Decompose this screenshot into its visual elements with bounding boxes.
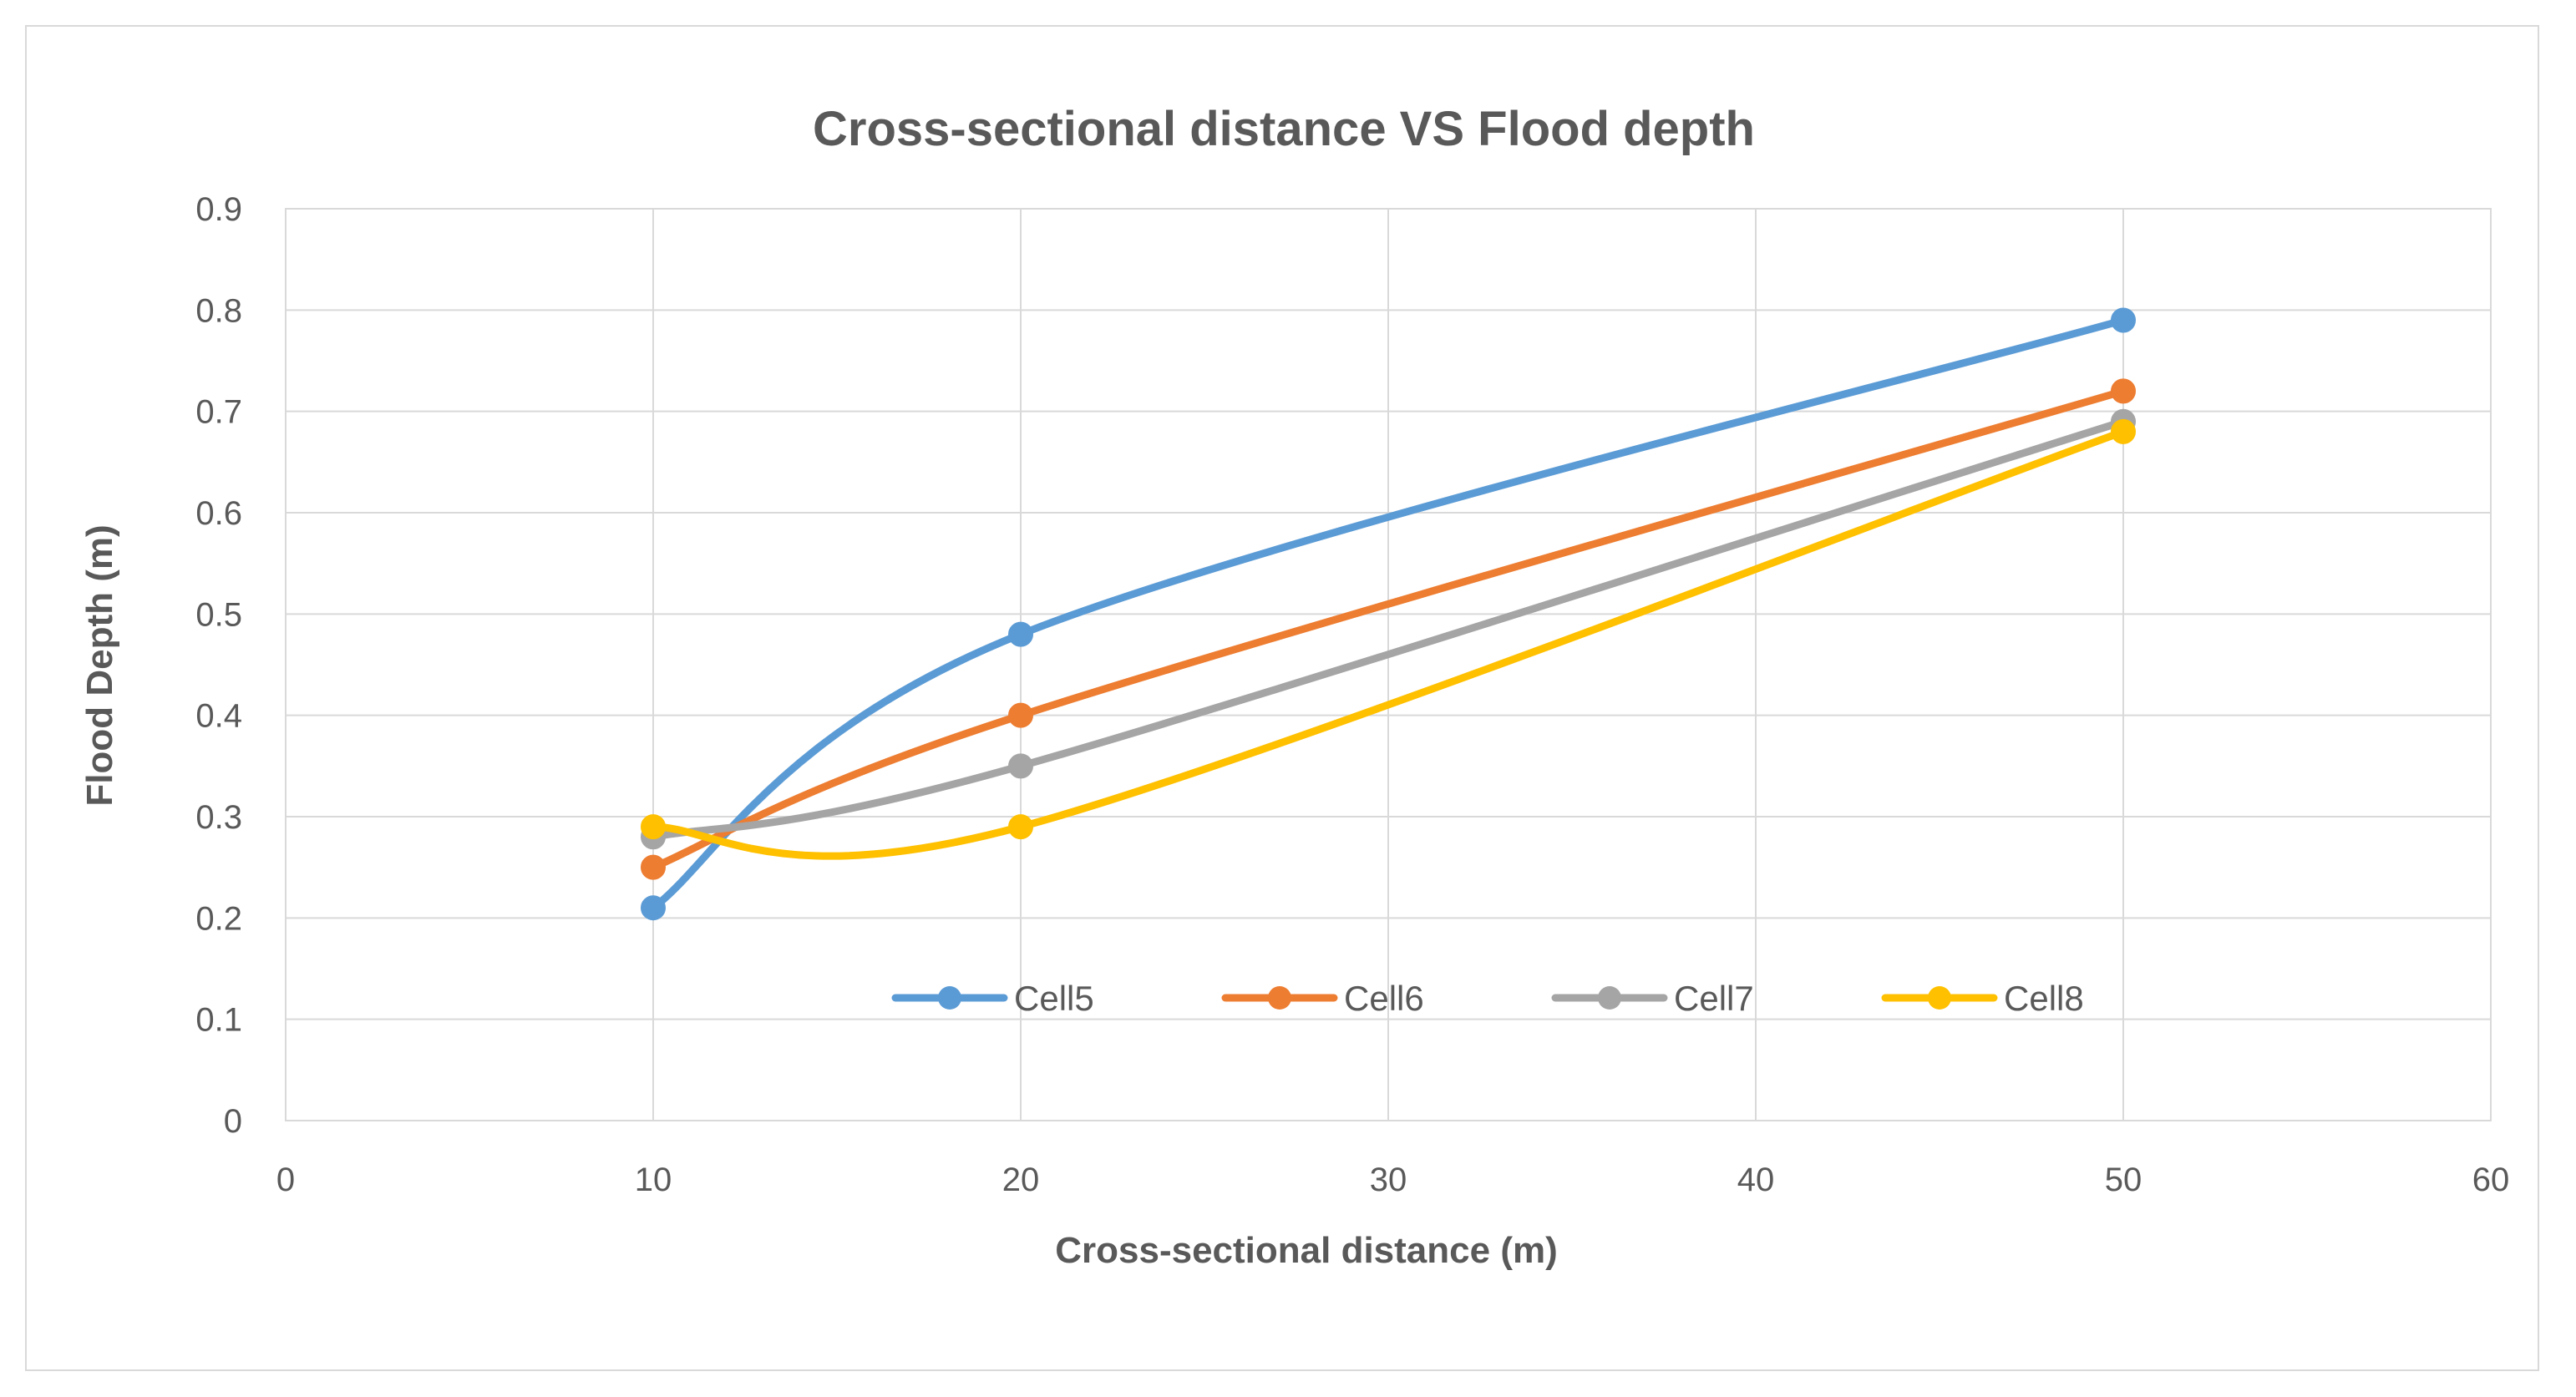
data-point-cell5: [641, 895, 666, 921]
axis-layer: 0 0.1 0.2 0.3 0.4 0.5 0.6 0.7 0.8 0.9 0 10 20 30 40 50 6…: [195, 191, 2509, 1198]
x-tick-label: 60: [2472, 1162, 2510, 1198]
series-line-cell5: [649, 316, 2127, 912]
data-point-cell5: [2111, 307, 2136, 333]
x-tick-label: 40: [1737, 1162, 1775, 1198]
legend-swatch-marker: [938, 986, 961, 1010]
legend-item-cell7: Cell7: [1551, 979, 1754, 1018]
legend-item-cell5: Cell5: [891, 979, 1094, 1018]
legend-item-cell6: Cell6: [1221, 979, 1424, 1018]
legend-swatch-marker: [1928, 986, 1951, 1010]
y-axis-title: Flood Depth (m): [79, 524, 120, 806]
chart-title: Cross-sectional distance VS Flood depth: [813, 102, 1755, 156]
legend-swatch-marker: [1598, 986, 1621, 1010]
x-tick-label: 50: [2105, 1162, 2142, 1198]
x-tick-label: 20: [1002, 1162, 1040, 1198]
chart-svg: Cross-sectional distance VS Flood depth …: [79, 102, 2509, 1271]
data-point-cell6: [2111, 378, 2136, 404]
legend-label: Cell7: [1674, 979, 1754, 1018]
series-line-cell8: [649, 428, 2127, 860]
series-line-cell6: [649, 387, 2127, 872]
x-tick-label: 0: [276, 1162, 295, 1198]
x-axis-title: Cross-sectional distance (m): [1055, 1230, 1558, 1271]
data-point-cell6: [641, 854, 666, 880]
y-tick-label: 0.4: [195, 698, 242, 735]
y-tick-label: 0.3: [195, 799, 242, 836]
y-tick-label: 0.9: [195, 191, 242, 228]
y-tick-label: 0.6: [195, 495, 242, 532]
x-tick-label: 10: [635, 1162, 672, 1198]
y-tick-label: 0.1: [195, 1002, 242, 1039]
legend-item-cell8: Cell8: [1881, 979, 2084, 1018]
legend: Cell5 Cell6 Cell7 Cell8: [891, 979, 2084, 1018]
y-tick-label: 0.2: [195, 900, 242, 937]
y-tick-label: 0: [224, 1103, 242, 1140]
legend-label: Cell8: [2004, 979, 2084, 1018]
data-point-cell8: [641, 814, 666, 840]
series-layer: [641, 307, 2136, 921]
y-tick-label: 0.8: [195, 292, 242, 329]
data-point-cell8: [1008, 814, 1033, 840]
legend-label: Cell6: [1344, 979, 1424, 1018]
y-tick-label: 0.7: [195, 394, 242, 431]
legend-label: Cell5: [1014, 979, 1094, 1018]
chart-frame: Cross-sectional distance VS Flood depth …: [25, 25, 2539, 1371]
data-point-cell5: [1008, 621, 1033, 647]
data-point-cell7: [1008, 753, 1033, 779]
x-tick-label: 30: [1370, 1162, 1407, 1198]
data-point-cell8: [2111, 418, 2136, 444]
series-line-cell7: [649, 418, 2127, 841]
y-tick-label: 0.5: [195, 596, 242, 633]
legend-swatch-marker: [1268, 986, 1291, 1010]
data-point-cell6: [1008, 702, 1033, 728]
